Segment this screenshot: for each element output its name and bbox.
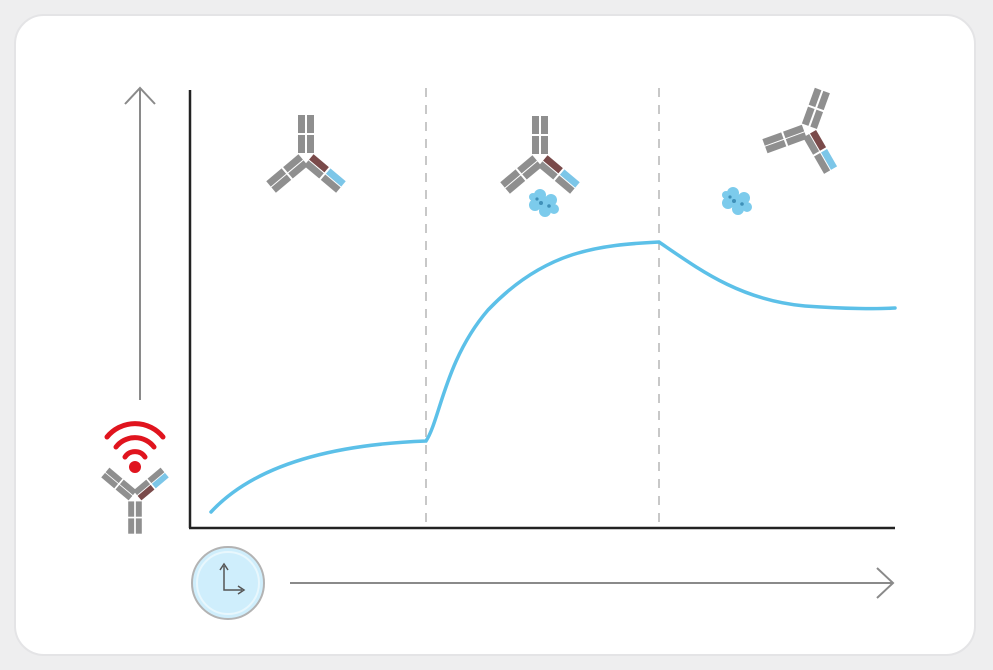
antibody-antigen-complex-icon	[500, 116, 580, 217]
signal-antibody-icon	[101, 421, 169, 534]
binding-curve	[209, 240, 897, 514]
antibody-icon	[266, 115, 346, 193]
plot-axes	[188, 90, 895, 530]
y-axis-arrow	[124, 86, 156, 400]
phase-dividers	[425, 88, 660, 527]
antibody-released-antigen-icon	[722, 76, 860, 215]
clock-icon	[191, 546, 265, 620]
x-axis-arrow	[290, 567, 895, 599]
